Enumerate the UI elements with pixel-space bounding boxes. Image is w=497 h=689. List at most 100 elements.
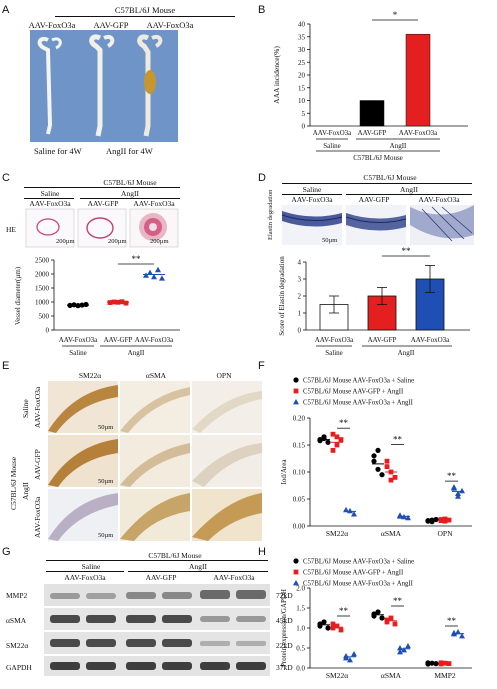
f-point (375, 447, 381, 453)
chart-f: 0.00 0.05 0.10 0.15 0.20 C57BL/6J Mouse AAV-F… (280, 377, 472, 538)
h-point (459, 633, 465, 639)
b-xlabel: C57BL/6J Mouse (353, 154, 403, 162)
f-x-label: OPN (437, 529, 453, 538)
c-point (123, 300, 129, 306)
c-y-tick-label: 1500 (35, 285, 50, 293)
f-y-tick-label: 0.05 (293, 496, 306, 504)
h-y-tick-label: 0.0 (296, 665, 305, 673)
panel-g-header: C57BL/6J Mouse (148, 551, 202, 560)
panel-a-group-2: AAV-GFP (93, 20, 129, 30)
b-y-tick-label: 15 (298, 84, 306, 92)
d-y-tick-label: 4 (298, 259, 302, 267)
f-point (392, 475, 398, 480)
c-sig-label: ** (132, 254, 142, 264)
c-group-label: AngII (128, 349, 145, 357)
b-y-tick-label: 20 (298, 72, 306, 80)
h-point (330, 625, 336, 631)
h-legend-point (293, 569, 299, 575)
panel-g-group-1: AAV-FoxO3a (64, 573, 106, 582)
panel-e-stain-1: SM22α (78, 371, 102, 380)
f-y-tick-label: 0.20 (293, 415, 306, 423)
h-point (317, 621, 323, 627)
f-point (351, 511, 357, 517)
panel-a-label-angii: AngII for 4W (106, 146, 153, 156)
f-point (455, 490, 461, 496)
b-y-tick-label: 25 (298, 59, 306, 67)
h-legend-label: C57BL/6J Mouse AAV-FoxO3a + AngII (303, 581, 414, 588)
h-x-label: αSMA (381, 671, 402, 680)
panel-d-angii: AngII (400, 185, 418, 194)
h-y-label: Protein expression/GAPDH (280, 589, 288, 667)
aorta-photo (30, 30, 178, 142)
elastin-images (281, 205, 474, 245)
panel-e-scale-3: 50µm (98, 532, 114, 539)
panel-label-b: B (258, 4, 266, 16)
f-point (405, 514, 411, 521)
panel-g-saline: Saline (81, 562, 101, 571)
c-point (83, 301, 89, 308)
band-size-mmp2: 72kD (276, 591, 293, 600)
c-point (119, 299, 125, 305)
panel-e-scale-1: 50µm (98, 424, 114, 431)
f-point (442, 516, 448, 522)
f-point (330, 431, 336, 437)
h-point (371, 611, 377, 617)
c-y-tick-label: 1000 (35, 299, 50, 307)
f-point (334, 434, 340, 440)
c-point (147, 269, 153, 275)
b-bar (359, 100, 385, 127)
d-x-label: AAV-FoxO3a (315, 336, 354, 344)
chart-d: 0 1 2 3 4 AAV-FoxO3a AAV-GFP AAV-FoxO3a ** Score … (278, 246, 470, 357)
c-x-label: AAV-GFP (104, 336, 133, 344)
h-point (397, 649, 403, 655)
f-y-label: Iod/Area (280, 459, 288, 485)
band-label-gapdh: GAPDH (6, 663, 32, 672)
band-size-gapdh: 37kD (276, 663, 293, 672)
panel-c-scale-1: 200µm (56, 238, 75, 245)
d-group-label: AngII (398, 349, 415, 357)
f-legend-point (293, 388, 299, 394)
f-point (347, 507, 353, 514)
panel-c-scale-2: 200µm (108, 238, 127, 245)
b-x-label: AAV-FoxO3a (399, 129, 438, 137)
f-point (379, 472, 385, 478)
f-point (343, 506, 349, 513)
panel-c-group-2: AAV-GFP (87, 199, 119, 208)
western-blot (44, 584, 270, 676)
panel-label-g: G (2, 546, 11, 558)
h-point (338, 627, 344, 633)
c-point (151, 273, 157, 280)
panel-label-a: A (2, 4, 10, 16)
f-point (371, 453, 377, 459)
d-x-label: AAV-GFP (368, 336, 397, 344)
b-x-label: AAV-FoxO3a (313, 129, 352, 137)
b-bar (405, 33, 431, 127)
b-y-label: AAA incidence(%) (272, 46, 281, 104)
c-y-tick-label: 0 (46, 327, 50, 335)
h-point (392, 621, 398, 627)
panel-d-scale: 50µm (322, 237, 338, 244)
d-x-label: AAV-FoxO3a (411, 336, 450, 344)
d-sig-label: ** (402, 246, 412, 256)
f-point (384, 458, 390, 464)
h-point (388, 615, 394, 621)
h-y-tick-label: 0.5 (296, 645, 305, 653)
h-point (455, 629, 461, 635)
h-point (321, 619, 327, 625)
f-x-label: SM22α (326, 529, 348, 538)
band-size-asma: 45kD (276, 616, 293, 625)
panel-a-header: C57BL/6J Mouse (114, 5, 176, 15)
f-x-label: αSMA (381, 529, 402, 538)
panel-a-group-3: AAV-FoxO3a (146, 20, 194, 30)
f-point (384, 464, 390, 469)
f-legend-label: C57BL/6J Mouse AAV-FoxO3a + AngII (303, 400, 414, 407)
f-y-tick-label: 0.00 (293, 523, 306, 531)
f-point (429, 517, 435, 523)
h-point (379, 615, 385, 621)
f-legend-label: C57BL/6J Mouse AAV-GFP + AngII (303, 389, 404, 396)
chart-b: 0 5 10 15 20 25 30 35 40 AAV-FoxO3a AAV-GFP AAV-Fox… (272, 10, 468, 162)
d-y-tick-label: 2 (298, 293, 302, 301)
h-legend-point (293, 558, 299, 564)
b-y-tick-label: 30 (298, 46, 306, 54)
